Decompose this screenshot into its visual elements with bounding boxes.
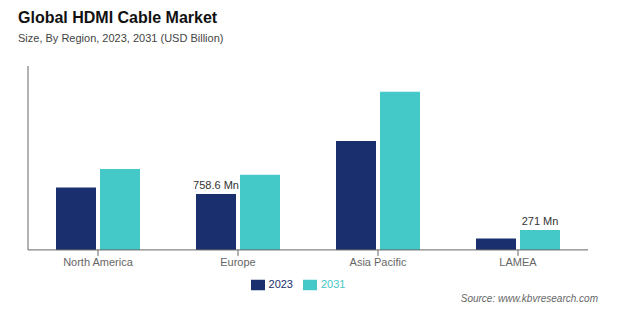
html-text:2031: 2031 bbox=[321, 277, 346, 290]
svg-text:271 Mn: 271 Mn bbox=[522, 215, 559, 227]
svg-text:North America: North America bbox=[63, 256, 134, 268]
html-text:2023: 2023 bbox=[268, 277, 293, 290]
html-text:Global HDMI Cable Market: Global HDMI Cable Market bbox=[18, 9, 218, 26]
svg-text:Asia Pacific: Asia Pacific bbox=[350, 256, 407, 268]
html-text:Size, By Region, 2023, 2031 (U: Size, By Region, 2023, 2031 (USD Billion… bbox=[18, 32, 224, 44]
svg-text:LAMEA: LAMEA bbox=[499, 256, 537, 268]
html-text:Source: www.kbvresearch.com: Source: www.kbvresearch.com bbox=[460, 293, 598, 304]
svg-text:Europe: Europe bbox=[220, 256, 255, 268]
svg-text:758.6 Mn: 758.6 Mn bbox=[193, 179, 239, 191]
